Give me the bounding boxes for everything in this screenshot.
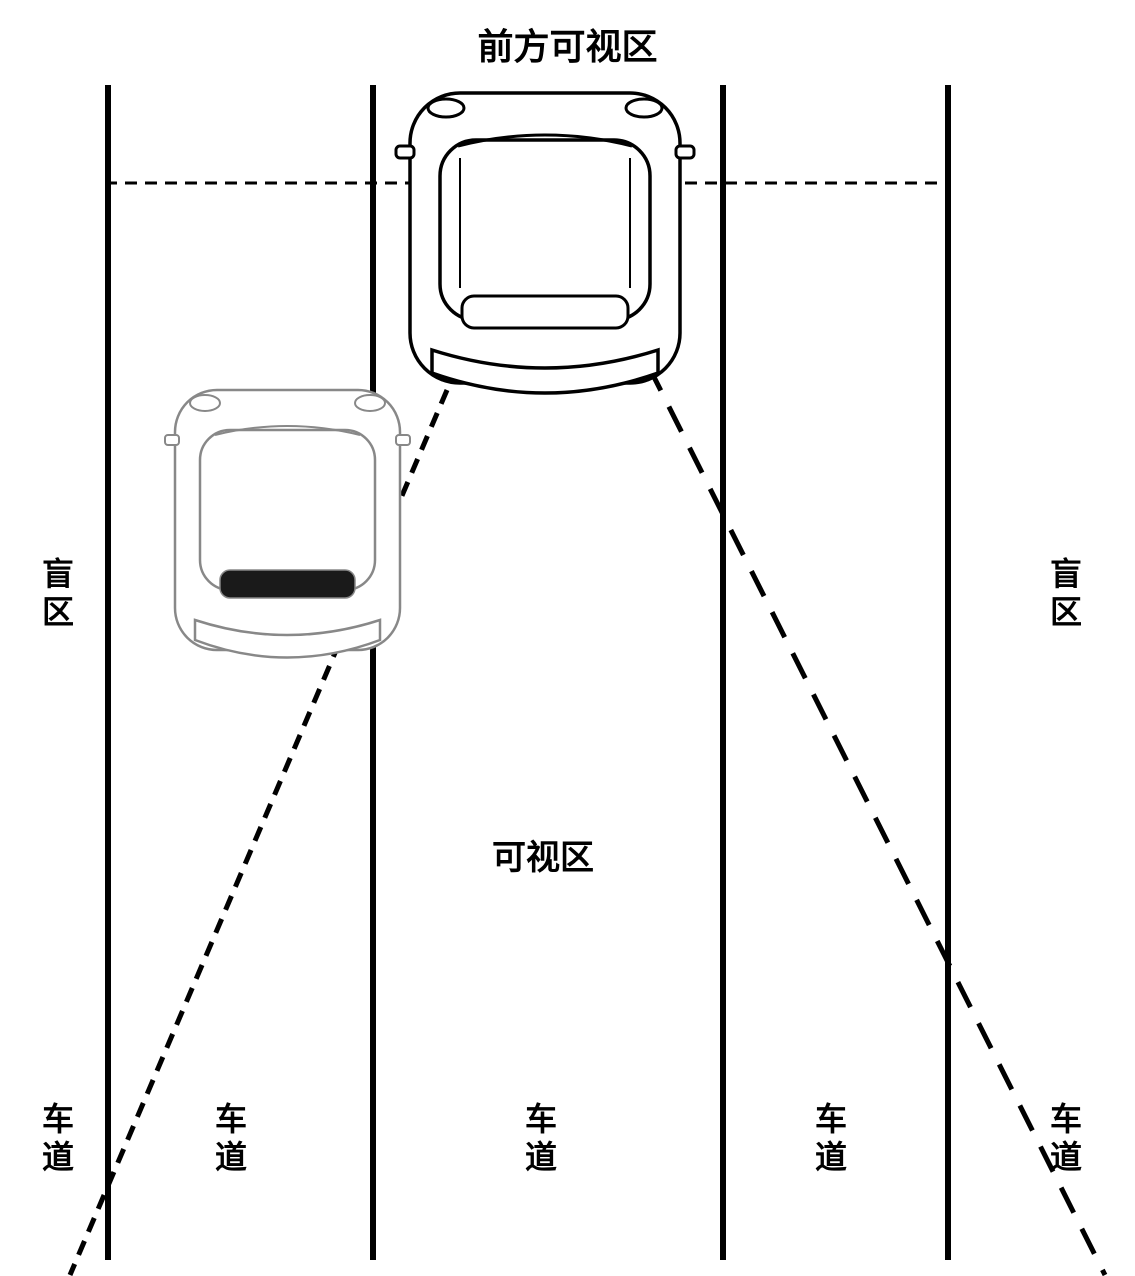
diagram-svg	[0, 0, 1135, 1276]
lane-label-2: 车道	[215, 1100, 247, 1177]
lane-label-5: 车道	[1050, 1100, 1082, 1177]
lane-line-4	[945, 85, 951, 1260]
sight-line-left	[70, 160, 545, 1275]
lane-label-1: 车道	[42, 1100, 74, 1177]
blind-spot-diagram: 前方可视区	[0, 0, 1135, 1276]
front-car	[396, 93, 694, 393]
visible-zone-label: 可视区	[492, 830, 594, 879]
lane-label-3: 车道	[525, 1100, 557, 1177]
lane-line-2	[370, 85, 376, 1260]
blind-zone-left-label: 盲区	[42, 555, 74, 632]
lane-line-3	[720, 85, 726, 1260]
diagram-title: 前方可视区	[477, 18, 657, 70]
lane-label-4: 车道	[815, 1100, 847, 1177]
lane-line-1	[105, 85, 111, 1260]
blind-zone-right-label: 盲区	[1050, 555, 1082, 632]
